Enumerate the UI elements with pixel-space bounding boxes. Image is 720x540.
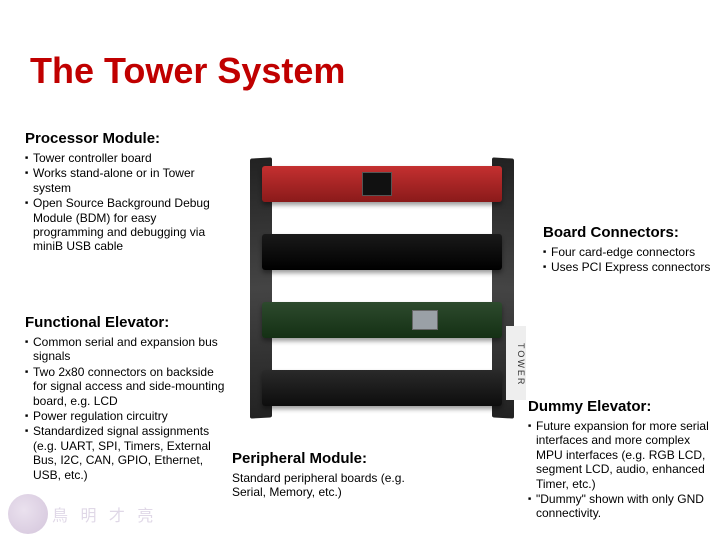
board-connectors-list: Four card-edge connectors Uses PCI Expre…	[543, 245, 713, 275]
dummy-elevator-list: Future expansion for more serial interfa…	[528, 419, 713, 521]
list-item: Standardized signal assignments (e.g. UA…	[25, 424, 230, 482]
ethernet-port-icon	[412, 310, 438, 330]
list-item: Uses PCI Express connectors	[543, 260, 713, 274]
board-connectors-heading: Board Connectors:	[543, 224, 713, 241]
functional-elevator-block: Functional Elevator: Common serial and e…	[25, 314, 230, 483]
university-seal-icon	[8, 494, 48, 534]
list-item: Tower controller board	[25, 151, 220, 165]
dummy-elevator-heading: Dummy Elevator:	[528, 398, 713, 415]
list-item: Power regulation circuitry	[25, 409, 230, 423]
tower-board-base	[262, 370, 502, 406]
list-item: Common serial and expansion bus signals	[25, 335, 230, 364]
list-item: "Dummy" shown with only GND connectivity…	[528, 492, 713, 521]
dummy-elevator-block: Dummy Elevator: Future expansion for mor…	[528, 398, 713, 522]
tower-board-peripheral	[262, 302, 502, 338]
list-item: Future expansion for more serial interfa…	[528, 419, 713, 491]
list-item: Open Source Background Debug Module (BDM…	[25, 196, 220, 254]
processor-module-block: Processor Module: Tower controller board…	[25, 130, 220, 255]
processor-module-list: Tower controller board Works stand-alone…	[25, 151, 220, 254]
functional-elevator-heading: Functional Elevator:	[25, 314, 230, 331]
tower-side-label: TOWER	[506, 326, 526, 400]
functional-elevator-list: Common serial and expansion bus signals …	[25, 335, 230, 482]
list-item: Works stand-alone or in Tower system	[25, 166, 220, 195]
tower-system-image: TOWER	[232, 158, 532, 438]
slide-title: The Tower System	[30, 50, 345, 92]
list-item: Two 2x80 connectors on backside for sign…	[25, 365, 230, 408]
peripheral-module-text: Standard peripheral boards (e.g. Serial,…	[232, 471, 407, 500]
peripheral-module-block: Peripheral Module: Standard peripheral b…	[232, 450, 407, 500]
mcu-chip-icon	[362, 172, 392, 196]
list-item: Four card-edge connectors	[543, 245, 713, 259]
peripheral-module-heading: Peripheral Module:	[232, 450, 407, 467]
processor-module-heading: Processor Module:	[25, 130, 220, 147]
tower-board-slot	[262, 234, 502, 270]
board-connectors-block: Board Connectors: Four card-edge connect…	[543, 224, 713, 276]
footer-cjk-text: 鳥 明 才 亮	[52, 502, 157, 526]
